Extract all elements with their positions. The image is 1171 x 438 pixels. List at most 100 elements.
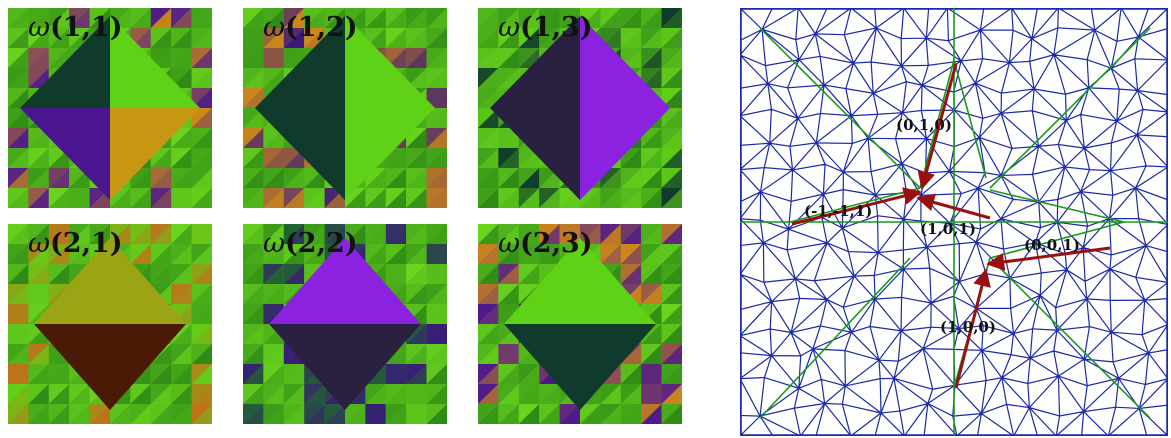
texture-cell xyxy=(28,344,49,364)
texture-cell xyxy=(191,8,212,28)
texture-cell xyxy=(8,304,29,324)
omega-1-3-plot xyxy=(478,8,682,208)
texture-cell xyxy=(69,244,90,264)
texture-cell xyxy=(426,48,447,68)
texture-cell xyxy=(8,404,29,424)
texture-cell xyxy=(243,244,264,264)
texture-cell xyxy=(385,364,407,384)
texture-cell xyxy=(191,108,212,128)
texture-cell xyxy=(191,148,212,168)
texture-cell xyxy=(130,244,151,264)
texture-cell xyxy=(283,264,305,284)
vertex-label-v5: (1,0,0) xyxy=(940,318,996,336)
texture-cell xyxy=(661,404,682,424)
texture-cell xyxy=(385,48,407,68)
texture-cell xyxy=(263,68,284,88)
texture-cell xyxy=(263,128,284,148)
texture-cell xyxy=(426,364,447,384)
texture-cell xyxy=(478,344,499,364)
mesh-diagram: (0,1,0) (-1,-1,1) (1,0,1) (0,0,1) (1,0,0… xyxy=(740,8,1168,436)
texture-cell xyxy=(243,188,264,208)
texture-cell xyxy=(243,88,264,108)
texture-cell xyxy=(130,244,151,264)
texture-cell xyxy=(365,364,386,384)
texture-cell xyxy=(69,28,90,48)
texture-cell xyxy=(345,404,366,424)
texture-cell xyxy=(661,168,682,188)
texture-cell xyxy=(324,244,345,264)
omega-symbol: ω xyxy=(498,228,521,259)
diamond-bottom-right xyxy=(580,108,670,200)
texture-cell xyxy=(171,244,192,264)
texture-cell xyxy=(365,384,386,404)
texture-cell xyxy=(69,404,90,424)
texture-cell xyxy=(191,68,212,88)
texture-cell xyxy=(191,284,212,304)
omega-2-3-label: ω(2,3) xyxy=(498,228,593,259)
texture-cell xyxy=(8,384,29,404)
texture-cell xyxy=(478,148,499,168)
texture-cell xyxy=(150,364,172,384)
diamond-top-left xyxy=(255,16,345,108)
texture-cell xyxy=(559,224,580,244)
texture-cell xyxy=(150,264,172,284)
texture-cell xyxy=(365,384,386,404)
direction-arrow xyxy=(986,246,1111,271)
diamond-bottom-left xyxy=(269,324,345,410)
texture-cell xyxy=(263,244,284,264)
texture-cell xyxy=(263,168,284,188)
texture-cell xyxy=(406,28,427,48)
texture-cell xyxy=(406,384,427,404)
texture-cell xyxy=(48,404,70,424)
omega-1-1-panel: ω(1,1) xyxy=(8,8,212,208)
texture-cell xyxy=(263,8,284,28)
texture-cell xyxy=(283,28,305,48)
texture-cell xyxy=(365,168,386,188)
texture-cell xyxy=(69,384,90,404)
texture-cell xyxy=(28,364,49,384)
texture-cell xyxy=(283,404,305,424)
texture-cell xyxy=(304,224,325,244)
texture-cell xyxy=(243,404,264,424)
texture-cell xyxy=(28,188,49,208)
texture-cell xyxy=(89,224,110,244)
texture-cell xyxy=(304,188,325,208)
texture-cell xyxy=(243,128,264,148)
texture-cell xyxy=(191,304,212,324)
texture-cell xyxy=(28,68,49,88)
texture-cell xyxy=(263,384,284,404)
texture-cell xyxy=(365,8,386,28)
texture-cell xyxy=(171,148,192,168)
mesh-svg: (0,1,0) (-1,-1,1) (1,0,1) (0,0,1) (1,0,0… xyxy=(740,8,1168,436)
texture-cell xyxy=(385,384,407,404)
texture-cell xyxy=(48,244,70,264)
texture-cell xyxy=(171,404,192,424)
texture-cell xyxy=(661,128,682,148)
texture-cell xyxy=(171,188,192,208)
texture-cell xyxy=(385,404,407,424)
texture-cell xyxy=(478,128,499,148)
texture-cell xyxy=(661,284,682,304)
texture-cell xyxy=(150,284,172,304)
texture-cell xyxy=(385,284,407,304)
texture-cell xyxy=(171,68,192,88)
diamond xyxy=(504,238,656,410)
texture-cell xyxy=(406,188,427,208)
texture-cell xyxy=(365,404,386,424)
texture-cell xyxy=(130,384,151,404)
texture-cell xyxy=(150,244,172,264)
texture-cell xyxy=(28,128,49,148)
texture-cell xyxy=(191,244,212,264)
omega-2-1-panel: ω(2,1) xyxy=(8,224,212,424)
texture-cell xyxy=(498,28,519,48)
texture-cell xyxy=(304,168,325,188)
texture-cell xyxy=(661,304,682,324)
omega-symbol: ω xyxy=(28,228,51,259)
texture-cell xyxy=(498,8,519,28)
texture-cell xyxy=(661,148,682,168)
texture-cell xyxy=(304,224,325,244)
texture-cell xyxy=(191,384,212,404)
texture-cell xyxy=(283,8,305,28)
texture-cell xyxy=(406,324,427,344)
texture-cell xyxy=(263,188,284,208)
